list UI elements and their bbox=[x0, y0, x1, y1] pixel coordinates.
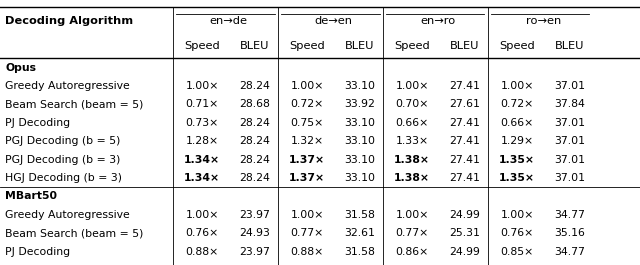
Text: 0.76×: 0.76× bbox=[186, 228, 219, 238]
Text: 37.01: 37.01 bbox=[554, 136, 585, 146]
Text: 0.86×: 0.86× bbox=[396, 247, 429, 257]
Text: 0.77×: 0.77× bbox=[396, 228, 429, 238]
Text: PJ Decoding: PJ Decoding bbox=[5, 247, 70, 257]
Text: 0.76×: 0.76× bbox=[500, 228, 534, 238]
Text: PJ Decoding: PJ Decoding bbox=[5, 118, 70, 128]
Text: 37.01: 37.01 bbox=[554, 81, 585, 91]
Text: 0.71×: 0.71× bbox=[186, 99, 219, 109]
Text: Speed: Speed bbox=[394, 41, 430, 51]
Text: en→de: en→de bbox=[209, 16, 248, 25]
Text: 24.99: 24.99 bbox=[449, 247, 480, 257]
Text: 1.37×: 1.37× bbox=[289, 154, 325, 165]
Text: 1.33×: 1.33× bbox=[396, 136, 429, 146]
Text: 27.41: 27.41 bbox=[449, 154, 480, 165]
Text: 1.00×: 1.00× bbox=[291, 210, 324, 220]
Text: 37.01: 37.01 bbox=[554, 154, 585, 165]
Text: 33.10: 33.10 bbox=[344, 154, 375, 165]
Text: 28.68: 28.68 bbox=[239, 99, 270, 109]
Text: 33.10: 33.10 bbox=[344, 118, 375, 128]
Text: 1.00×: 1.00× bbox=[291, 81, 324, 91]
Text: PGJ Decoding (b = 3): PGJ Decoding (b = 3) bbox=[5, 154, 120, 165]
Text: 27.41: 27.41 bbox=[449, 81, 480, 91]
Text: 1.35×: 1.35× bbox=[499, 154, 535, 165]
Text: 1.00×: 1.00× bbox=[186, 210, 219, 220]
Text: 33.10: 33.10 bbox=[344, 81, 375, 91]
Text: 1.34×: 1.34× bbox=[184, 154, 220, 165]
Text: 1.38×: 1.38× bbox=[394, 154, 430, 165]
Text: 23.97: 23.97 bbox=[239, 247, 270, 257]
Text: PGJ Decoding (b = 5): PGJ Decoding (b = 5) bbox=[5, 136, 120, 146]
Text: 27.41: 27.41 bbox=[449, 118, 480, 128]
Text: Greedy Autoregressive: Greedy Autoregressive bbox=[5, 210, 130, 220]
Text: 31.58: 31.58 bbox=[344, 210, 375, 220]
Text: 0.66×: 0.66× bbox=[500, 118, 534, 128]
Text: 28.24: 28.24 bbox=[239, 173, 270, 183]
Text: 37.84: 37.84 bbox=[554, 99, 585, 109]
Text: BLEU: BLEU bbox=[240, 41, 269, 51]
Text: 0.70×: 0.70× bbox=[396, 99, 429, 109]
Text: 35.16: 35.16 bbox=[554, 228, 585, 238]
Text: 1.00×: 1.00× bbox=[500, 210, 534, 220]
Text: 0.72×: 0.72× bbox=[291, 99, 324, 109]
Text: 23.97: 23.97 bbox=[239, 210, 270, 220]
Text: 37.01: 37.01 bbox=[554, 118, 585, 128]
Text: 24.93: 24.93 bbox=[239, 228, 270, 238]
Text: 1.00×: 1.00× bbox=[186, 81, 219, 91]
Text: 27.61: 27.61 bbox=[449, 99, 480, 109]
Text: 0.73×: 0.73× bbox=[186, 118, 219, 128]
Text: 28.24: 28.24 bbox=[239, 81, 270, 91]
Text: Speed: Speed bbox=[499, 41, 535, 51]
Text: Beam Search (beam = 5): Beam Search (beam = 5) bbox=[5, 228, 143, 238]
Text: 33.10: 33.10 bbox=[344, 173, 375, 183]
Text: 1.32×: 1.32× bbox=[291, 136, 324, 146]
Text: 1.28×: 1.28× bbox=[186, 136, 219, 146]
Text: Beam Search (beam = 5): Beam Search (beam = 5) bbox=[5, 99, 143, 109]
Text: 0.77×: 0.77× bbox=[291, 228, 324, 238]
Text: 34.77: 34.77 bbox=[554, 247, 585, 257]
Text: Decoding Algorithm: Decoding Algorithm bbox=[5, 16, 133, 25]
Text: 31.58: 31.58 bbox=[344, 247, 375, 257]
Text: 0.88×: 0.88× bbox=[186, 247, 219, 257]
Text: 0.88×: 0.88× bbox=[291, 247, 324, 257]
Text: BLEU: BLEU bbox=[555, 41, 584, 51]
Text: 1.37×: 1.37× bbox=[289, 173, 325, 183]
Text: 1.35×: 1.35× bbox=[499, 173, 535, 183]
Text: Speed: Speed bbox=[184, 41, 220, 51]
Text: 24.99: 24.99 bbox=[449, 210, 480, 220]
Text: Opus: Opus bbox=[5, 63, 36, 73]
Text: de→en: de→en bbox=[314, 16, 353, 25]
Text: Greedy Autoregressive: Greedy Autoregressive bbox=[5, 81, 130, 91]
Text: BLEU: BLEU bbox=[345, 41, 374, 51]
Text: 0.72×: 0.72× bbox=[500, 99, 534, 109]
Text: ro→en: ro→en bbox=[525, 16, 561, 25]
Text: 1.38×: 1.38× bbox=[394, 173, 430, 183]
Text: 28.24: 28.24 bbox=[239, 118, 270, 128]
Text: 32.61: 32.61 bbox=[344, 228, 375, 238]
Text: HGJ Decoding (b = 3): HGJ Decoding (b = 3) bbox=[5, 173, 122, 183]
Text: 27.41: 27.41 bbox=[449, 136, 480, 146]
Text: 37.01: 37.01 bbox=[554, 173, 585, 183]
Text: 27.41: 27.41 bbox=[449, 173, 480, 183]
Text: 28.24: 28.24 bbox=[239, 154, 270, 165]
Text: MBart50: MBart50 bbox=[5, 191, 57, 201]
Text: 1.00×: 1.00× bbox=[396, 81, 429, 91]
Text: BLEU: BLEU bbox=[450, 41, 479, 51]
Text: 1.34×: 1.34× bbox=[184, 173, 220, 183]
Text: 0.85×: 0.85× bbox=[500, 247, 534, 257]
Text: 1.00×: 1.00× bbox=[396, 210, 429, 220]
Text: 1.00×: 1.00× bbox=[500, 81, 534, 91]
Text: 33.10: 33.10 bbox=[344, 136, 375, 146]
Text: en→ro: en→ro bbox=[420, 16, 456, 25]
Text: 1.29×: 1.29× bbox=[500, 136, 534, 146]
Text: 25.31: 25.31 bbox=[449, 228, 480, 238]
Text: 28.24: 28.24 bbox=[239, 136, 270, 146]
Text: 0.66×: 0.66× bbox=[396, 118, 429, 128]
Text: Speed: Speed bbox=[289, 41, 325, 51]
Text: 33.92: 33.92 bbox=[344, 99, 375, 109]
Text: 34.77: 34.77 bbox=[554, 210, 585, 220]
Text: 0.75×: 0.75× bbox=[291, 118, 324, 128]
